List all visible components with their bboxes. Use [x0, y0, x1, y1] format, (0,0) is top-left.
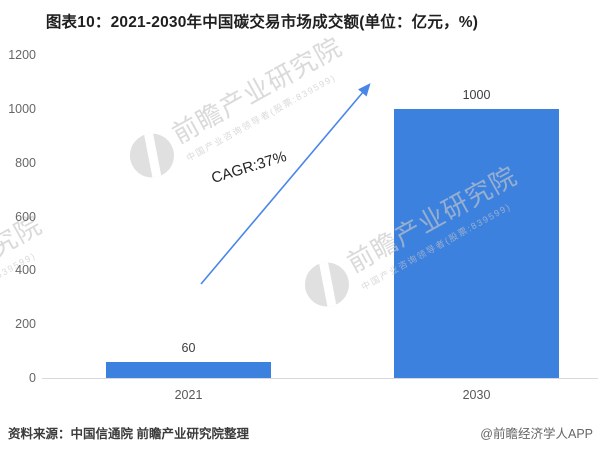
y-axis-tick: 800: [15, 156, 36, 170]
source-note: 资料来源：中国信通院 前瞻产业研究院整理: [8, 427, 249, 441]
chart-title: 图表10：2021-2030年中国碳交易市场成交额(单位：亿元，%): [45, 14, 479, 31]
watermark-tile: 前瞻产业研究院 中国产业咨询领导者(股票:839599): [0, 205, 55, 367]
x-axis-label-2021: 2021: [174, 388, 203, 402]
y-axis-tick: 200: [15, 317, 36, 331]
bar-column-2030: 1000: [394, 55, 559, 378]
y-axis-tick: 0: [29, 371, 36, 385]
bar-value-label: 60: [181, 341, 196, 355]
y-axis-tick: 1000: [8, 102, 36, 116]
qianzhan-logo-slash: [318, 256, 338, 314]
bar-2021: [106, 362, 271, 378]
copyright-note: @前瞻经济学人APP: [480, 427, 593, 441]
y-axis-tick: 1200: [8, 48, 36, 62]
x-axis-label-2030: 2030: [462, 388, 491, 402]
qianzhan-logo-icon: [297, 254, 357, 315]
bar-2030: [394, 109, 559, 378]
bar-value-label: 1000: [462, 88, 491, 102]
bar-column-2021: 60: [106, 55, 271, 378]
x-axis-line: [42, 378, 598, 379]
y-axis-tick: 600: [15, 210, 36, 224]
y-axis-tick: 400: [15, 263, 36, 277]
